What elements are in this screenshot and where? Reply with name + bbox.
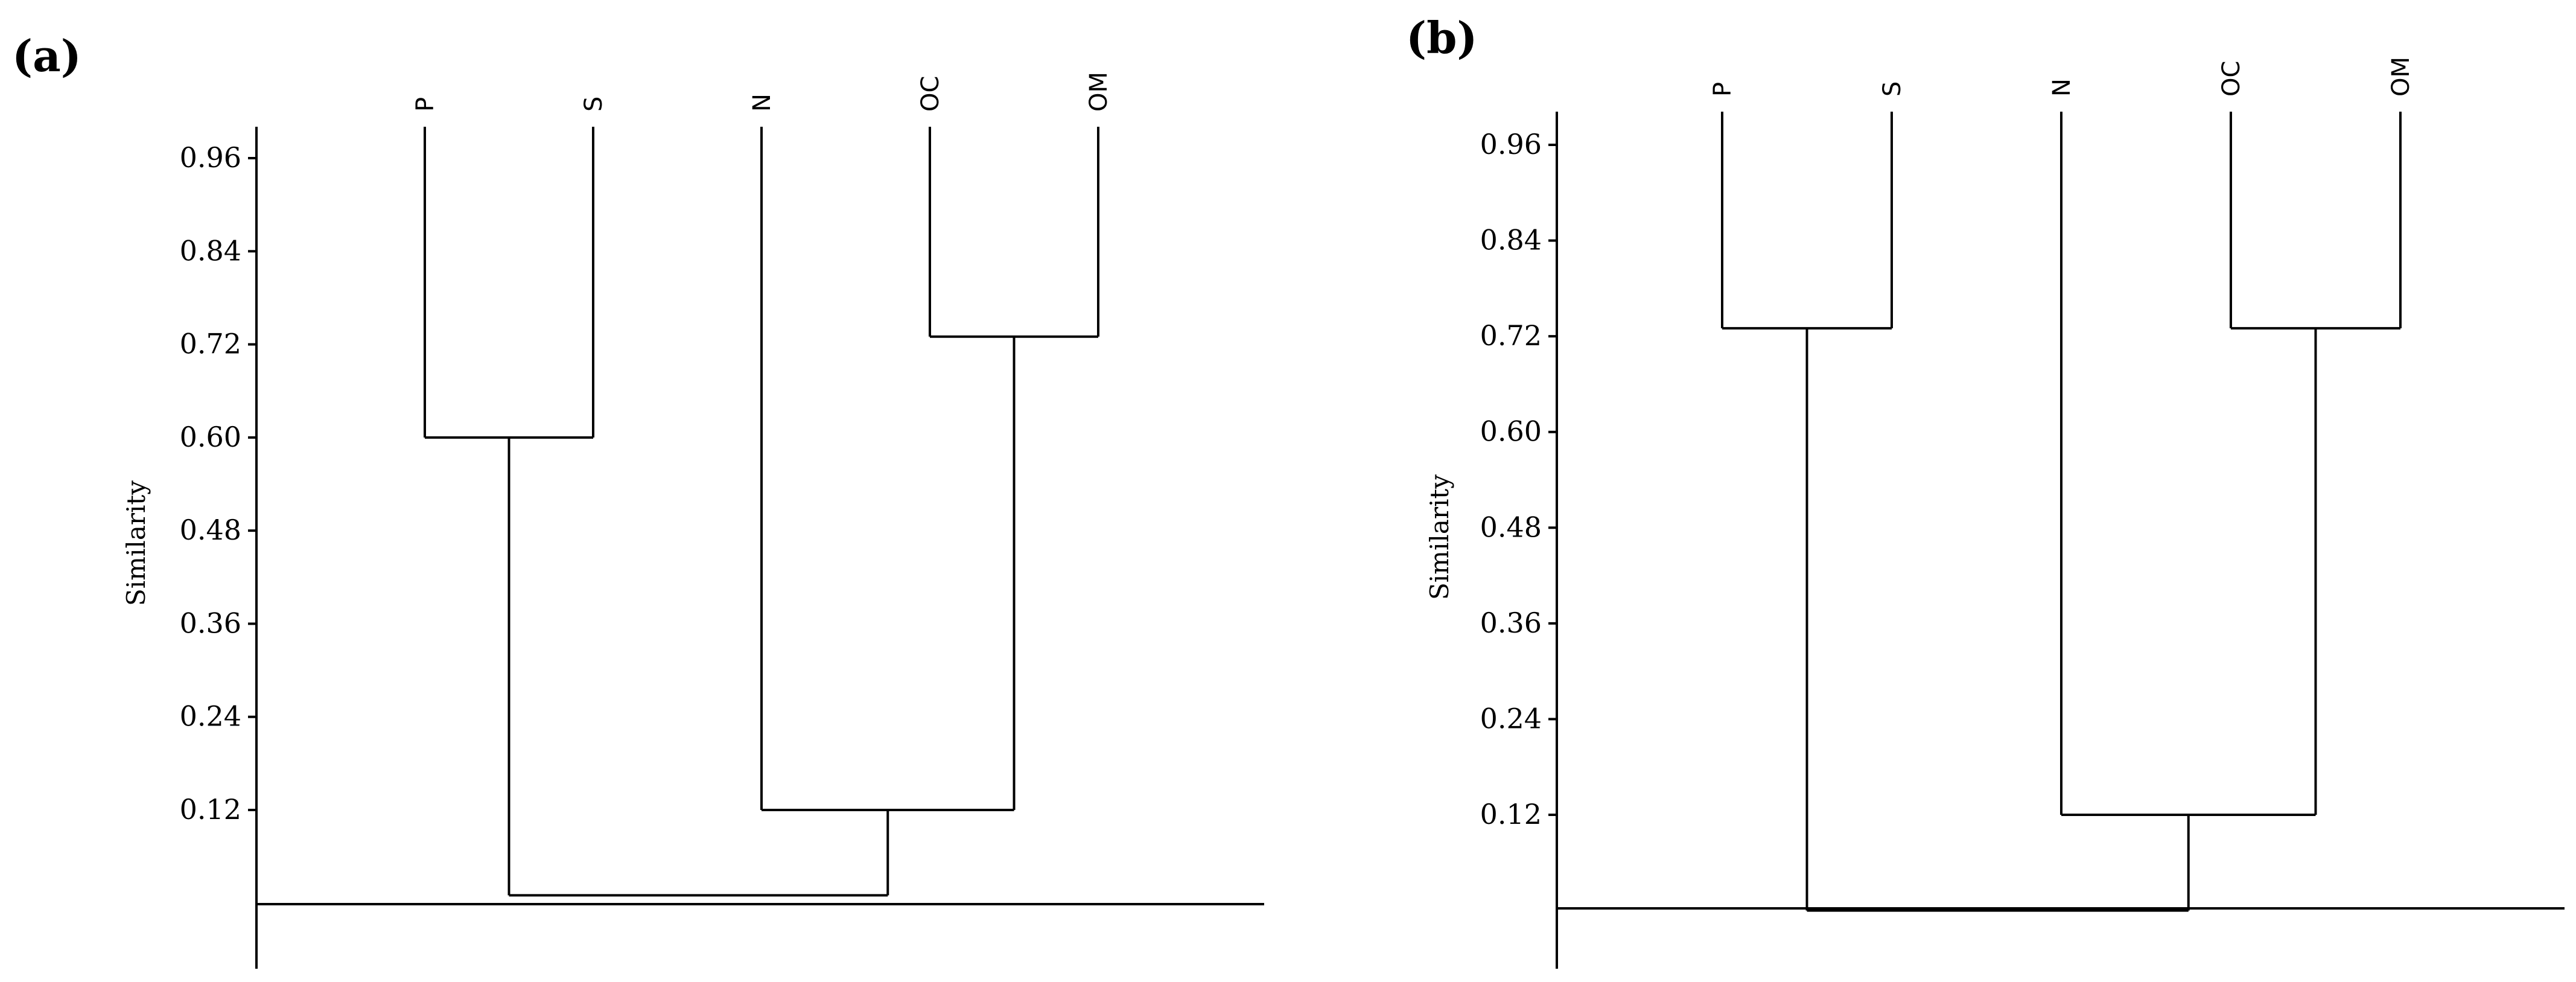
leaf-label: OC: [2218, 61, 2245, 97]
y-axis-title: Similarity: [1425, 474, 1454, 600]
panel-label: (a): [12, 30, 81, 81]
leaf-label: P: [1709, 82, 1737, 97]
y-tick-label: 0.84: [180, 234, 241, 267]
leaf-label: OM: [1085, 72, 1113, 112]
leaf-label: N: [2048, 78, 2076, 97]
leaf-label: S: [1878, 81, 1906, 97]
y-tick-label: 0.36: [180, 607, 241, 639]
y-tick-label: 0.24: [180, 700, 241, 733]
y-tick-label: 0.36: [1480, 607, 1542, 639]
y-tick-label: 0.24: [1480, 702, 1542, 735]
y-tick-label: 0.12: [180, 793, 241, 826]
y-tick-label: 0.96: [1480, 128, 1542, 161]
y-tick-label: 0.84: [1480, 224, 1542, 257]
y-tick-label: 0.96: [180, 141, 241, 174]
y-tick-label: 0.72: [1480, 319, 1542, 352]
leaf-label: N: [748, 94, 776, 112]
y-tick-label: 0.72: [180, 328, 241, 360]
y-tick-label: 0.48: [1480, 511, 1542, 543]
y-tick-label: 0.60: [180, 421, 241, 453]
dendrogram-panel-2: (b) 0.96 0.84 0.72 0.60 0.48 0.36 0.24 0.12 Simil…: [1406, 12, 2565, 969]
leaf-label: OC: [917, 76, 944, 112]
leaf-label: S: [580, 97, 608, 112]
leaf-label: P: [412, 97, 439, 112]
y-tick-label: 0.48: [180, 514, 241, 546]
dendrogram-panel-1: (a) 0.96 0.84 0.72 0.60 0.48 0.36 0.24 0.12 Simil…: [12, 30, 1264, 969]
y-axis-title: Similarity: [121, 480, 151, 606]
y-tick-label: 0.12: [1480, 798, 1542, 831]
leaf-label: OM: [2387, 57, 2415, 97]
panel-label: (b): [1406, 12, 1477, 63]
y-tick-label: 0.60: [1480, 415, 1542, 448]
